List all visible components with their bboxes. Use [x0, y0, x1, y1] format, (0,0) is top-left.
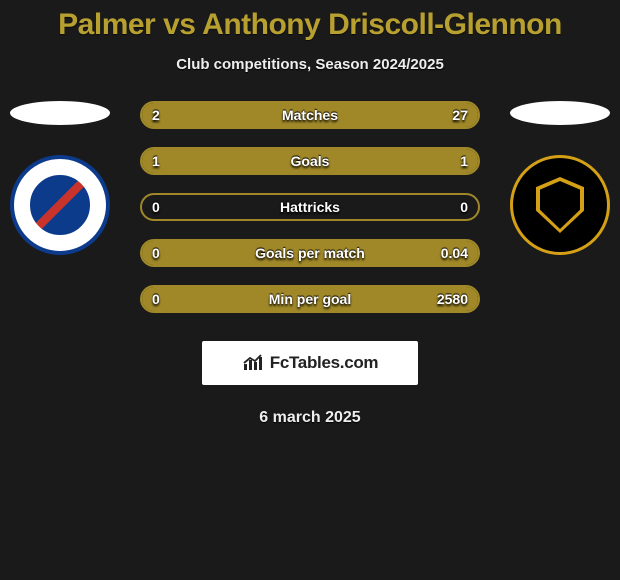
newport-badge-icon: [536, 177, 584, 233]
stat-row: Goals 1 1: [140, 147, 480, 175]
stats-list: Matches227Goals11Hattricks00Goals per ma…: [140, 101, 480, 313]
stat-value-right: 1: [460, 153, 468, 169]
stat-fill-left: [142, 149, 310, 173]
date-label: 6 march 2025: [0, 409, 620, 427]
stat-label: Goals per match: [255, 245, 365, 261]
comparison-card: Palmer vs Anthony Driscoll-Glennon Club …: [0, 0, 620, 427]
stat-label: Goals: [291, 153, 330, 169]
stat-value-left: 1: [152, 153, 160, 169]
player-left-photo-placeholder: [10, 101, 110, 125]
stat-value-right: 0: [460, 199, 468, 215]
stat-value-right: 27: [452, 107, 468, 123]
stat-value-left: 0: [152, 291, 160, 307]
stat-fill-right: [310, 149, 478, 173]
player-right-photo-placeholder: [510, 101, 610, 125]
main-area: Matches227Goals11Hattricks00Goals per ma…: [0, 101, 620, 427]
team-left-badge: [10, 155, 110, 255]
stat-value-left: 2: [152, 107, 160, 123]
stat-value-left: 0: [152, 245, 160, 261]
stat-label: Matches: [282, 107, 338, 123]
stat-row: Hattricks 0 0: [140, 193, 480, 221]
stat-value-left: 0: [152, 199, 160, 215]
stat-value-right: 0.04: [441, 245, 468, 261]
stat-row: Goals per match 0 0.04: [140, 239, 480, 267]
stat-value-right: 2580: [437, 291, 468, 307]
brand-box: FcTables.com: [202, 341, 418, 385]
stat-label: Hattricks: [280, 199, 340, 215]
stat-label: Min per goal: [269, 291, 351, 307]
chesterfield-badge-icon: [27, 172, 93, 238]
team-right-badge: [510, 155, 610, 255]
stat-row: Matches 2 27: [140, 101, 480, 129]
brand-chart-icon: [242, 354, 264, 372]
page-title: Palmer vs Anthony Driscoll-Glennon: [0, 8, 620, 42]
subtitle: Club competitions, Season 2024/2025: [0, 56, 620, 73]
stat-row: Min per goal 0 2580: [140, 285, 480, 313]
player-left-column: [0, 101, 120, 255]
player-right-column: [500, 101, 620, 255]
brand-text: FcTables.com: [270, 353, 379, 373]
